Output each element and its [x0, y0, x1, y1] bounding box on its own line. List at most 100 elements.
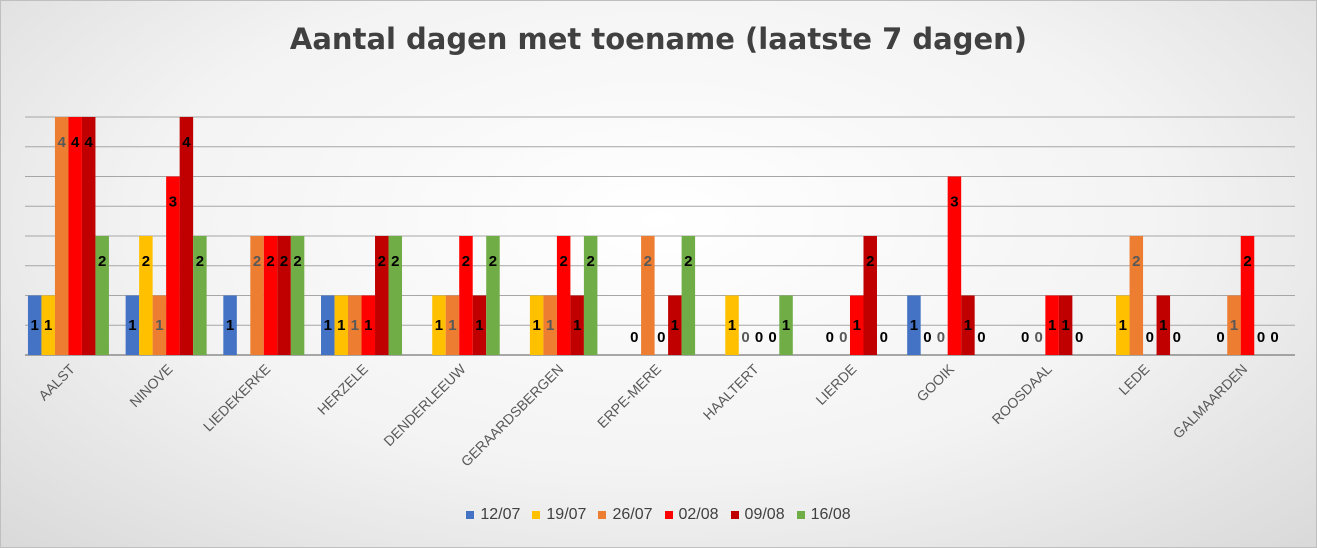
bar-roosdaal-4 [1058, 295, 1073, 355]
bar-geraardsbergen-2 [543, 295, 557, 355]
bar-roosdaal-3 [1045, 295, 1059, 355]
data-label: 1 [853, 317, 861, 334]
data-label: 1 [728, 317, 736, 334]
bar-denderleeuw-1 [432, 295, 446, 355]
data-label: 1 [324, 317, 332, 334]
bar-aalst-0 [27, 295, 42, 355]
data-label: 0 [755, 329, 763, 346]
data-label: 2 [253, 253, 261, 270]
data-label: 0 [880, 329, 888, 346]
legend-swatch [598, 511, 607, 519]
bar-galmaarden-2 [1227, 295, 1241, 355]
bar-herzele-1 [334, 295, 349, 355]
data-label: 1 [910, 317, 918, 334]
legend-swatch [730, 511, 739, 519]
data-label: 2 [866, 253, 874, 270]
data-label: 1 [1159, 317, 1167, 334]
bar-herzele-5 [388, 236, 403, 355]
data-label: 2 [293, 253, 301, 270]
bar-liedekerke-2 [250, 236, 264, 355]
legend-label: 02/08 [678, 506, 719, 523]
data-label: 0 [630, 329, 638, 346]
legend-swatch [664, 511, 673, 519]
data-label: 2 [391, 253, 399, 270]
data-label: 0 [1173, 329, 1181, 346]
data-label: 2 [489, 253, 497, 270]
gridlines [25, 116, 1295, 356]
bar-herzele-0 [321, 295, 335, 355]
bar-geraardsbergen-3 [556, 236, 571, 355]
data-label: 1 [782, 317, 790, 334]
bar-herzele-4 [375, 236, 389, 355]
bar-erpe-mere-4 [668, 295, 682, 355]
data-label: 2 [644, 253, 652, 270]
data-label: 0 [839, 329, 847, 346]
data-label: 0 [768, 329, 776, 346]
data-label: 2 [142, 253, 150, 270]
legend-item: 26/07 [598, 506, 653, 524]
data-label: 1 [337, 317, 345, 334]
data-label: 2 [1243, 253, 1251, 270]
data-label: 1 [435, 317, 443, 334]
bar-lede-1 [1116, 295, 1130, 355]
data-label: 1 [671, 317, 679, 334]
data-label: 1 [31, 317, 39, 334]
bar-gooik-0 [907, 295, 921, 355]
bar-aalst-5 [95, 236, 109, 355]
bar-erpe-mere-2 [641, 236, 655, 355]
data-label: 0 [1034, 329, 1042, 346]
data-label: 1 [1119, 317, 1127, 334]
legend-swatch [466, 511, 475, 519]
bar-aalst-1 [41, 295, 55, 355]
x-tick-label: HERZELE [314, 361, 371, 418]
data-label: 4 [85, 134, 94, 151]
bar-lede-4 [1156, 295, 1171, 355]
bar-haaltert-1 [725, 295, 739, 355]
data-label: 0 [1257, 329, 1265, 346]
bar-ninove-5 [193, 236, 207, 355]
data-label: 0 [741, 329, 749, 346]
bar-ninove-4 [179, 117, 194, 355]
x-tick-label: LIERDE [812, 361, 859, 408]
bar-geraardsbergen-5 [583, 236, 598, 355]
legend: 12/07 19/07 26/07 02/08 09/08 16/08 [0, 506, 1317, 524]
legend-item: 12/07 [466, 506, 520, 524]
legend-label: 12/07 [480, 506, 521, 523]
bar-lierde-3 [849, 295, 864, 355]
data-label: 1 [44, 317, 52, 334]
data-label: 2 [462, 253, 470, 270]
x-tick-label: ROOSDAAL [989, 361, 1055, 427]
x-tick-label: HAALTERT [700, 360, 762, 422]
data-label: 1 [226, 317, 234, 334]
legend-item: 09/08 [730, 506, 785, 524]
x-axis: AALST NINOVE LIEDEKERKE HERZELE DENDERLEEUWG… [35, 360, 1250, 469]
data-label: 2 [1132, 253, 1140, 270]
data-label: 1 [155, 317, 163, 334]
bar-geraardsbergen-1 [529, 295, 544, 355]
data-label: 2 [266, 253, 274, 270]
bar-ninove-0 [125, 295, 140, 355]
data-label: 1 [475, 317, 483, 334]
bar-haaltert-5 [779, 295, 793, 355]
chart-title: Aantal dagen met toename (laatste 7 dage… [289, 22, 1028, 56]
data-label: 0 [923, 329, 931, 346]
data-label: 3 [169, 194, 177, 211]
bars [27, 117, 1255, 355]
x-tick-label: ERPE-MERE [594, 361, 664, 431]
x-tick-label: GOOIK [913, 360, 957, 404]
bar-gooik-4 [961, 295, 975, 355]
data-label: 0 [1021, 329, 1029, 346]
data-label: 1 [1048, 317, 1056, 334]
x-tick-label: GERAARDSBERGEN [458, 361, 567, 470]
bar-ninove-2 [152, 295, 167, 355]
data-label: 2 [586, 253, 594, 270]
legend-label: 19/07 [546, 506, 587, 523]
data-label: 0 [977, 329, 985, 346]
bar-liedekerke-4 [277, 236, 291, 355]
bar-ninove-1 [139, 236, 153, 355]
legend-item: 02/08 [664, 506, 719, 524]
x-tick-label: NINOVE [126, 361, 175, 410]
legend-swatch [796, 511, 805, 519]
